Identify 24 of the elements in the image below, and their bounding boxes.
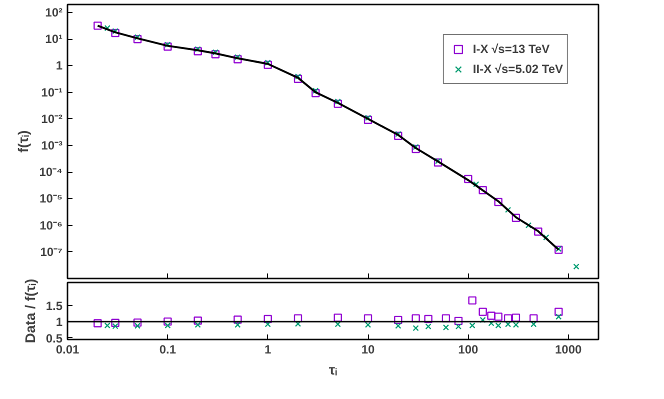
legend-label: II-X √s=5.02 TeV [472,62,563,76]
y-axis-title: f(τᵢ) [15,130,32,153]
x-tick-label: 10 [361,342,376,356]
y-tick-label: 10⁻² [41,112,63,126]
y-tick-label: 10² [45,6,63,20]
y-tick-label: 10¹ [45,32,63,46]
x-tick-label: 1000 [555,342,582,356]
y-axis-title: Data / f(τᵢ) [22,278,38,344]
y-tick-label: 10⁻¹ [41,85,63,100]
y-tick-label: 10⁻⁴ [39,165,63,180]
y-tick-label: 1 [56,58,63,73]
x-tick-label: 1 [264,342,272,356]
y-tick-label: 1 [56,315,63,330]
y-tick-label: 0.5 [46,331,63,346]
y-tick-label: 10⁻⁵ [40,192,62,206]
x-axis-title: τᵢ [328,362,338,378]
x-tick-label: 100 [458,342,479,356]
x-tick-label: 0.1 [159,342,176,356]
legend-label: I-X √s=13 TeV [472,42,550,56]
y-tick-label: 10⁻³ [41,138,63,153]
y-tick-label: 10⁻⁷ [40,244,63,259]
x-tick-label: 0.01 [56,342,80,356]
y-tick-label: 1.5 [46,298,63,313]
y-tick-label: 10⁻⁶ [40,218,62,232]
